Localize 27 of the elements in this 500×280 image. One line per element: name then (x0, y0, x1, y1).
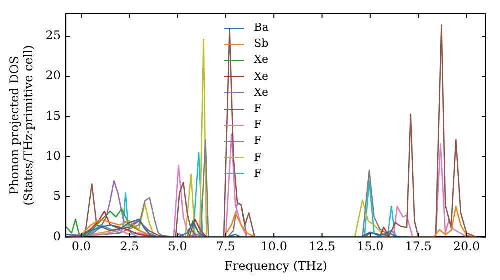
legend-label: F (254, 166, 262, 182)
legend-label: Ba (254, 20, 269, 36)
y-tick-label: 0 (53, 229, 62, 244)
y-tick-label: 20 (46, 68, 62, 83)
legend-label: Xe (254, 84, 268, 101)
x-tick-label: 17.5 (405, 240, 432, 254)
legend-label: Xe (254, 52, 268, 68)
x-tick-label: 15.0 (357, 240, 384, 254)
y-tick-label: 15 (46, 108, 62, 123)
legend-label: Xe (254, 68, 268, 85)
legend-label: F (254, 150, 262, 166)
x-axis-title: Frequency (THz) (224, 258, 328, 273)
legend-label: F (254, 133, 262, 150)
x-tick-label: 5.0 (168, 240, 188, 254)
x-tick-label: 20.0 (453, 240, 480, 254)
legend-label: F (254, 101, 262, 118)
y-tick-label: 10 (46, 149, 62, 164)
x-tick-label: 7.5 (216, 240, 236, 254)
legend-label: F (254, 117, 262, 134)
x-tick-label: 2.5 (120, 240, 140, 254)
x-tick-label: 10.0 (260, 240, 288, 254)
x-tick-label: 0.0 (72, 240, 92, 254)
y-axis-title: Phonon projected DOS (States/THz·primitive cell) (7, 45, 36, 206)
y-tick-label: 5 (53, 189, 62, 204)
y-tick-label: 25 (46, 28, 62, 43)
x-tick-label: 12.5 (308, 240, 336, 254)
legend-label: Sb (254, 36, 269, 52)
